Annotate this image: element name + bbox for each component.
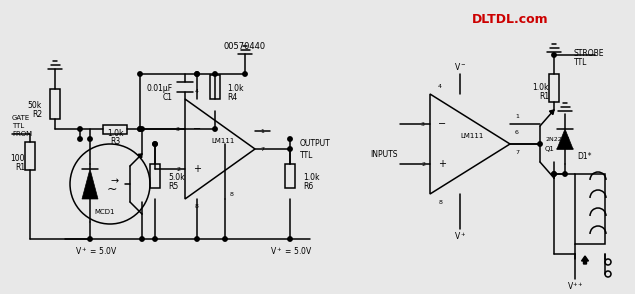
Text: 8: 8 bbox=[195, 205, 199, 210]
Text: 3: 3 bbox=[421, 121, 425, 126]
Text: 1: 1 bbox=[260, 128, 264, 133]
Circle shape bbox=[88, 237, 92, 241]
Bar bbox=[575, 174, 605, 244]
Text: 00570440: 00570440 bbox=[224, 41, 266, 51]
Bar bbox=[150, 164, 160, 188]
Circle shape bbox=[288, 237, 292, 241]
Text: MCD1: MCD1 bbox=[95, 209, 115, 215]
Text: V$^+$ = 5.0V: V$^+$ = 5.0V bbox=[270, 245, 312, 257]
Text: LM111: LM111 bbox=[211, 138, 235, 144]
Circle shape bbox=[195, 72, 199, 76]
Text: 50k: 50k bbox=[28, 101, 42, 109]
Circle shape bbox=[138, 127, 142, 131]
Bar bbox=[210, 75, 220, 99]
Circle shape bbox=[195, 237, 199, 241]
Text: 4: 4 bbox=[195, 88, 199, 93]
Text: 7: 7 bbox=[260, 146, 264, 151]
Text: +: + bbox=[193, 164, 201, 174]
Circle shape bbox=[552, 53, 556, 57]
Text: 2: 2 bbox=[176, 166, 180, 171]
Bar bbox=[103, 124, 127, 133]
Text: 1.0k: 1.0k bbox=[107, 128, 123, 138]
Text: 1.0k: 1.0k bbox=[303, 173, 319, 181]
Text: D1*: D1* bbox=[577, 151, 591, 161]
Text: 1: 1 bbox=[515, 113, 519, 118]
Circle shape bbox=[78, 137, 82, 141]
Polygon shape bbox=[82, 169, 98, 199]
Text: TTL: TTL bbox=[300, 151, 314, 160]
Text: V$^-$: V$^-$ bbox=[454, 61, 466, 71]
Text: −: − bbox=[193, 124, 201, 134]
Text: LM111: LM111 bbox=[460, 133, 484, 139]
Circle shape bbox=[138, 72, 142, 76]
Text: 100: 100 bbox=[11, 153, 25, 163]
Text: GATE: GATE bbox=[12, 115, 30, 121]
Text: 3: 3 bbox=[176, 126, 180, 131]
Bar bbox=[25, 142, 35, 170]
Text: 2: 2 bbox=[421, 161, 425, 166]
Circle shape bbox=[140, 127, 144, 131]
Text: DLTDL.com: DLTDL.com bbox=[472, 13, 548, 26]
Text: 1.0k: 1.0k bbox=[533, 83, 549, 91]
Text: OUTPUT: OUTPUT bbox=[300, 138, 331, 148]
Circle shape bbox=[213, 127, 217, 131]
Text: Q1: Q1 bbox=[545, 146, 555, 152]
Text: R1: R1 bbox=[15, 163, 25, 171]
Circle shape bbox=[288, 137, 292, 141]
FancyArrow shape bbox=[138, 154, 142, 158]
Circle shape bbox=[552, 172, 556, 176]
Text: R3: R3 bbox=[110, 136, 120, 146]
Polygon shape bbox=[557, 129, 573, 149]
Circle shape bbox=[153, 237, 157, 241]
Text: R6: R6 bbox=[303, 181, 313, 191]
Text: 5.0k: 5.0k bbox=[168, 173, 185, 181]
Text: INPUTS: INPUTS bbox=[370, 150, 398, 158]
Text: 7: 7 bbox=[515, 150, 519, 155]
FancyArrow shape bbox=[549, 110, 554, 115]
Text: V$^+$: V$^+$ bbox=[454, 230, 466, 242]
Circle shape bbox=[153, 142, 157, 146]
Text: V$^+$ = 5.0V: V$^+$ = 5.0V bbox=[75, 245, 117, 257]
Bar bbox=[285, 164, 295, 188]
Circle shape bbox=[288, 147, 292, 151]
Text: R5: R5 bbox=[168, 181, 178, 191]
Text: R2: R2 bbox=[32, 109, 42, 118]
Text: V$^{++}$: V$^{++}$ bbox=[566, 280, 584, 292]
Text: R4: R4 bbox=[227, 93, 237, 101]
Text: 1.0k: 1.0k bbox=[227, 83, 243, 93]
Circle shape bbox=[195, 72, 199, 76]
Text: →: → bbox=[111, 176, 119, 186]
Circle shape bbox=[213, 72, 217, 76]
Circle shape bbox=[153, 142, 157, 146]
Text: R1: R1 bbox=[539, 91, 549, 101]
Circle shape bbox=[78, 127, 82, 131]
Bar bbox=[50, 89, 60, 119]
Text: 0.01μF: 0.01μF bbox=[147, 83, 173, 93]
Circle shape bbox=[140, 237, 144, 241]
Circle shape bbox=[243, 72, 247, 76]
Bar bbox=[549, 74, 559, 102]
FancyArrow shape bbox=[582, 256, 589, 264]
Text: 6: 6 bbox=[515, 129, 519, 134]
Text: TTL: TTL bbox=[12, 123, 24, 129]
Text: 2N2222: 2N2222 bbox=[545, 136, 570, 141]
Text: 8: 8 bbox=[438, 200, 442, 205]
Circle shape bbox=[538, 142, 542, 146]
Text: +: + bbox=[438, 159, 446, 169]
Circle shape bbox=[223, 237, 227, 241]
Circle shape bbox=[563, 172, 567, 176]
Text: C1: C1 bbox=[163, 93, 173, 101]
Circle shape bbox=[552, 172, 556, 176]
Text: 4: 4 bbox=[438, 83, 442, 88]
Text: TTL: TTL bbox=[574, 58, 587, 66]
Text: −: − bbox=[438, 119, 446, 129]
Text: FROM: FROM bbox=[12, 131, 32, 137]
Text: ~: ~ bbox=[107, 183, 117, 196]
Circle shape bbox=[138, 127, 142, 131]
Text: STROBE: STROBE bbox=[574, 49, 605, 58]
Text: 8: 8 bbox=[230, 191, 234, 196]
Circle shape bbox=[88, 137, 92, 141]
